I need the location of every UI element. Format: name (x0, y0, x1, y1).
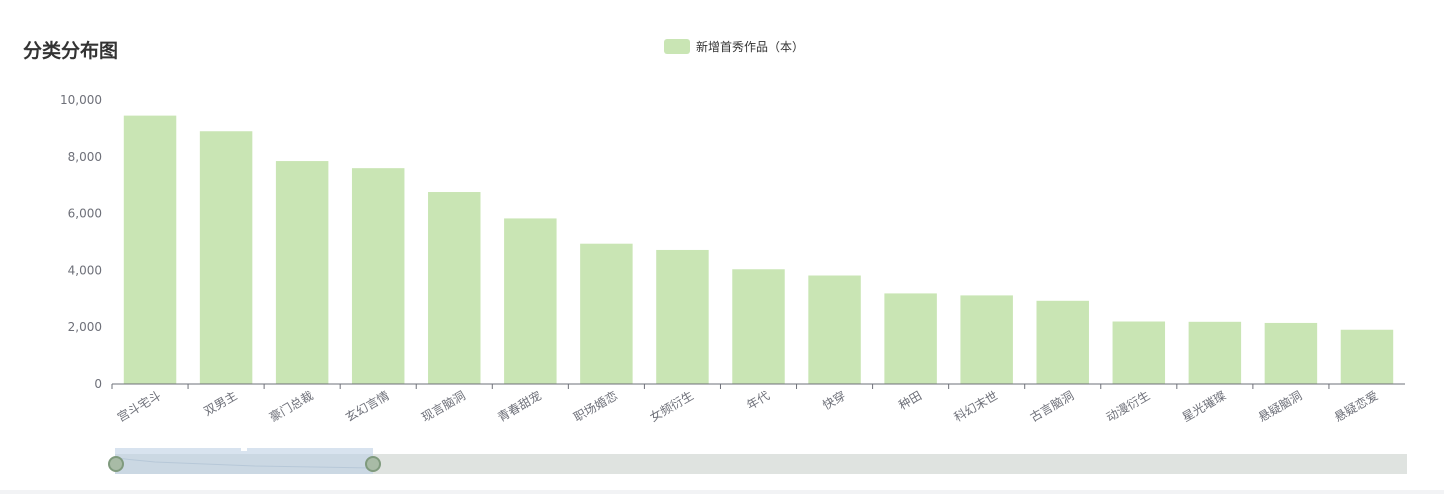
x-tick-label: 种田 (896, 388, 924, 412)
y-tick-label: 10,000 (60, 93, 102, 107)
x-tick-label: 青春甜宠 (495, 388, 544, 425)
legend-swatch[interactable] (664, 39, 690, 54)
bar[interactable] (1264, 322, 1318, 384)
x-tick-label: 快穿 (820, 388, 848, 413)
bar[interactable] (580, 243, 633, 384)
x-tick-label: 年代 (744, 388, 772, 412)
x-tick-label: 现言脑洞 (419, 388, 468, 424)
y-tick-label: 0 (94, 377, 102, 391)
bar[interactable] (732, 269, 785, 384)
bar[interactable] (351, 168, 405, 384)
y-tick-label: 4,000 (68, 263, 102, 277)
bars (123, 115, 1394, 385)
bar[interactable] (504, 218, 557, 384)
zoom-grip[interactable] (241, 448, 247, 451)
x-tick-label: 悬疑恋爱 (1331, 388, 1380, 425)
zoom-window[interactable] (115, 448, 373, 474)
legend[interactable]: 新增首秀作品（本） (664, 38, 804, 55)
x-tick-label: 玄幻言情 (343, 388, 392, 425)
y-axis: 0 2,000 4,000 6,000 8,000 10,000 (60, 93, 102, 391)
x-tick-label: 女频衍生 (647, 388, 696, 425)
bar[interactable] (1036, 300, 1089, 384)
y-tick-label: 8,000 (68, 150, 102, 164)
x-tick-label: 科幻末世 (952, 388, 1001, 424)
bar[interactable] (1188, 321, 1242, 384)
data-zoom-slider[interactable] (108, 448, 1407, 474)
y-tick-label: 2,000 (68, 320, 102, 334)
bar[interactable] (884, 293, 937, 384)
bar[interactable] (960, 295, 1013, 384)
bar[interactable] (275, 161, 329, 384)
x-tick-label: 悬疑脑洞 (1255, 388, 1304, 425)
bar[interactable] (808, 275, 861, 384)
bar[interactable] (428, 192, 481, 384)
x-tick-label: 星光璀璨 (1179, 388, 1228, 425)
x-tick-label: 豪门总裁 (267, 388, 316, 425)
y-tick-label: 6,000 (68, 207, 102, 221)
x-tick-label: 宫斗宅斗 (114, 388, 163, 425)
zoom-preview-line (115, 457, 373, 469)
bottom-divider (0, 490, 1444, 494)
bar[interactable] (1112, 321, 1166, 384)
page-title: 分类分布图 (23, 40, 119, 62)
bar[interactable] (123, 115, 177, 385)
bar[interactable] (1340, 329, 1394, 384)
zoom-handle-right[interactable] (365, 456, 381, 472)
bar[interactable] (656, 249, 709, 384)
x-tick-label: 双男主 (201, 388, 239, 418)
legend-label[interactable]: 新增首秀作品（本） (696, 40, 805, 54)
x-tick-label: 动漫衍生 (1104, 388, 1153, 424)
x-tick-label: 古言脑洞 (1027, 388, 1076, 425)
x-tick-label: 职场婚恋 (571, 388, 620, 425)
bar[interactable] (199, 131, 253, 384)
x-axis: 宫斗宅斗 双男主 豪门总裁 玄幻言情 现言脑洞 青春甜宠 职场婚恋 女频衍生 年代 快穿 种田 科幻末… (111, 384, 1380, 425)
zoom-handle-left[interactable] (108, 456, 124, 472)
